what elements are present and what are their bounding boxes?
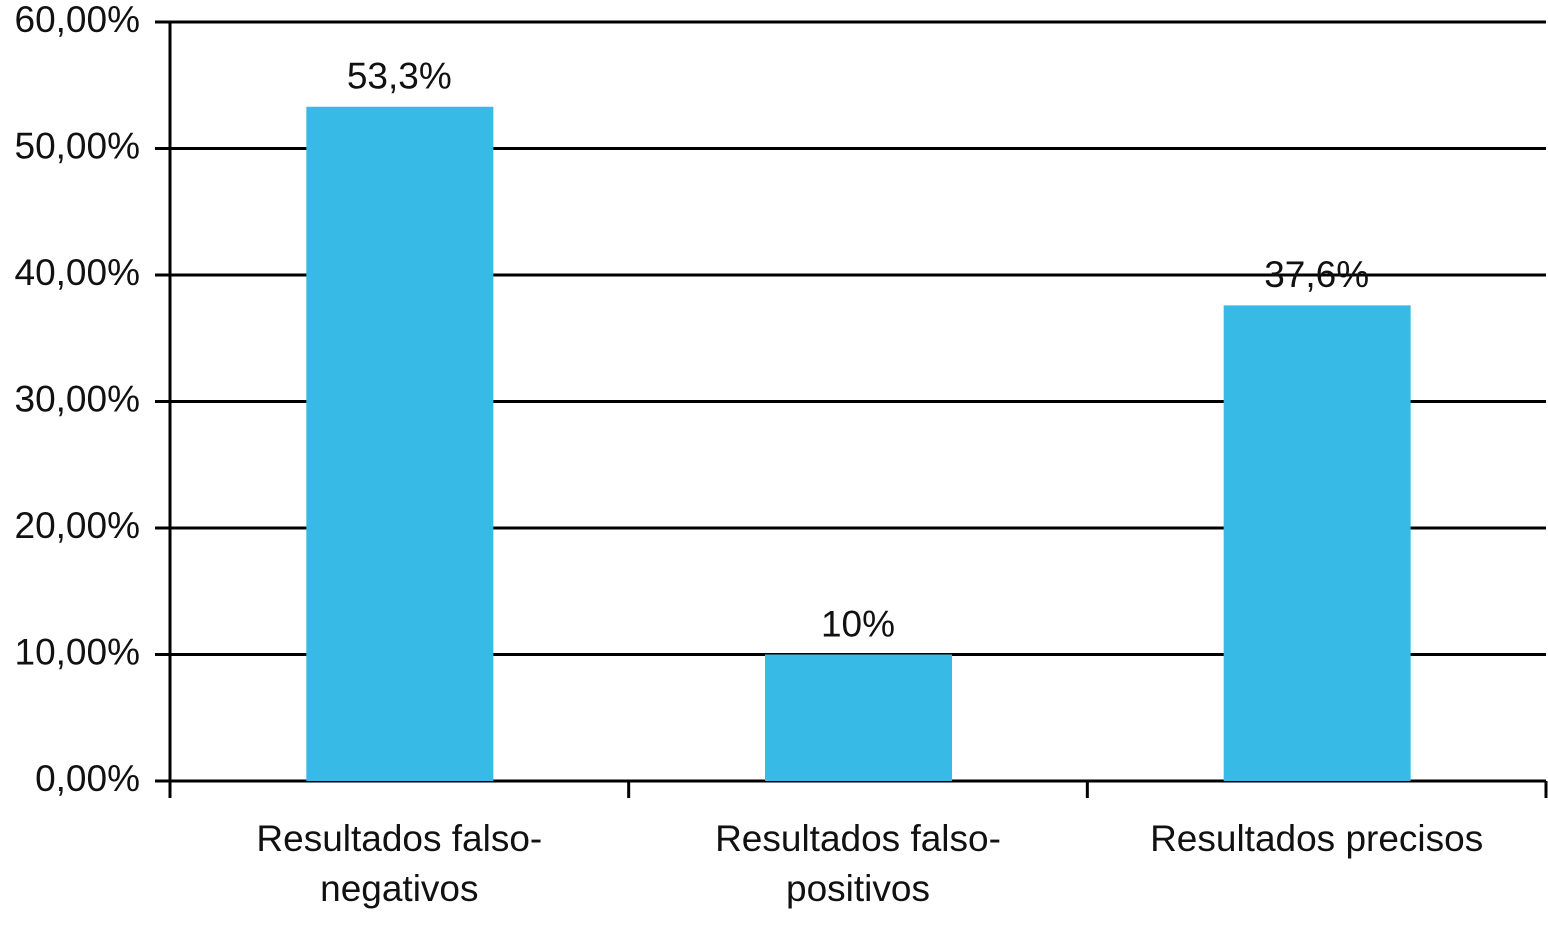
y-tick-label: 30,00%	[15, 378, 141, 419]
y-tick-label: 20,00%	[15, 505, 141, 546]
bar	[1223, 305, 1411, 781]
y-tick-label: 0,00%	[35, 758, 140, 799]
bar	[306, 106, 494, 781]
x-tick-label: Resultados falso-negativos	[256, 818, 543, 909]
y-tick-label: 60,00%	[15, 0, 141, 40]
value-label: 37,6%	[1264, 254, 1369, 295]
x-tick-label: Resultados falso-positivos	[715, 818, 1001, 909]
y-tick-label: 10,00%	[15, 631, 141, 672]
x-tick-label: Resultados precisos	[1150, 818, 1484, 859]
value-label: 53,3%	[347, 56, 452, 97]
y-tick-label: 50,00%	[15, 125, 141, 166]
bar	[765, 654, 952, 781]
value-label: 10%	[821, 603, 895, 644]
y-tick-label: 40,00%	[15, 252, 141, 293]
